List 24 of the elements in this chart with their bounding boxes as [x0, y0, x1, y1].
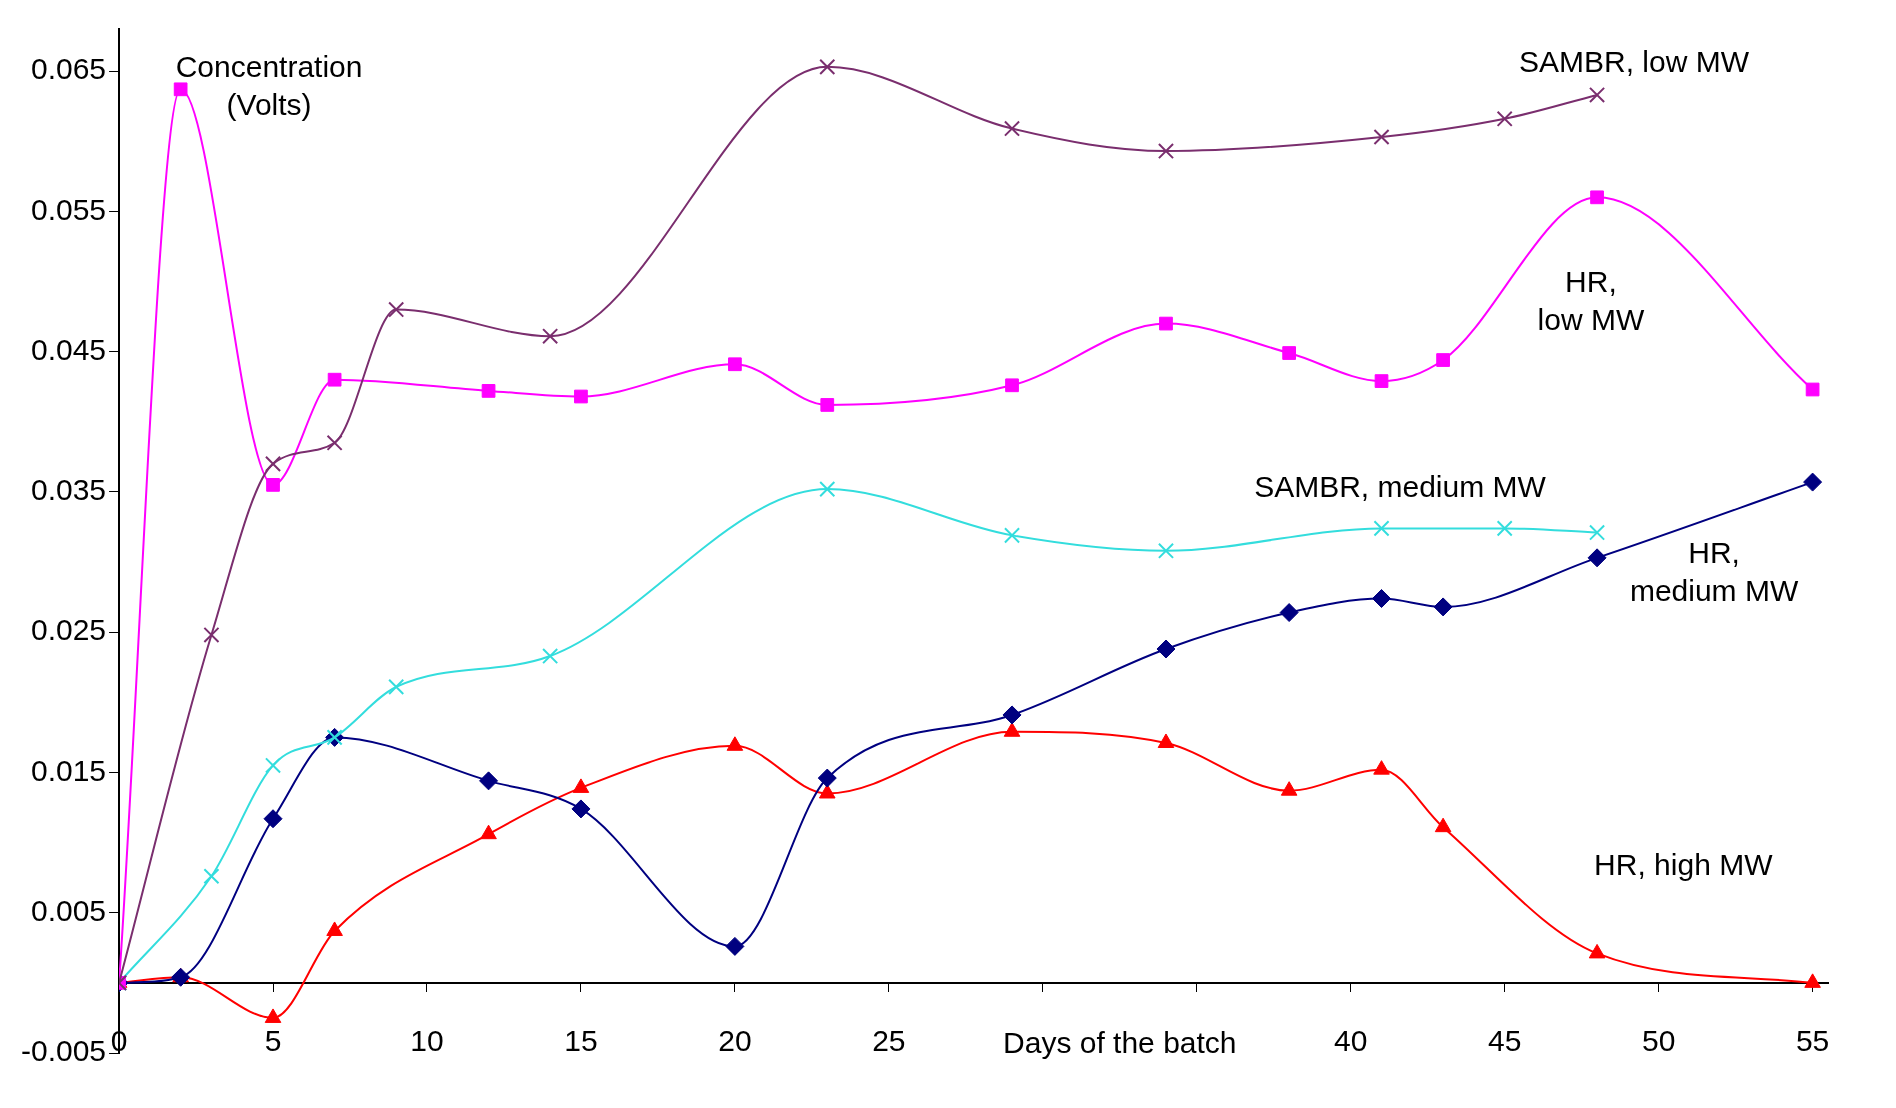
y-tick-label: 0.005 — [30, 893, 107, 927]
x-tick-label: 15 — [564, 1024, 598, 1058]
x-tick-label: 55 — [1795, 1024, 1830, 1058]
x-tick-label: 5 — [264, 1024, 282, 1058]
y-tick-label: 0.055 — [30, 192, 107, 226]
x-tick-label: 45 — [1488, 1024, 1522, 1058]
y-tick-label: 0.025 — [30, 613, 107, 647]
x-tick-label: 10 — [410, 1024, 444, 1058]
series-label: HR, medium MW — [1629, 535, 1799, 607]
y-tick-label: 0.035 — [30, 473, 107, 507]
series-label: SAMBR, low MW — [1519, 45, 1750, 79]
y-tick-label: 0.015 — [30, 753, 107, 787]
x-tick-label: 20 — [718, 1024, 752, 1058]
y-tick-label: -0.005 — [20, 1034, 107, 1068]
x-tick-label: 50 — [1641, 1024, 1676, 1058]
text: HR, high MW — [1594, 847, 1774, 881]
y-tick-label: 0.065 — [30, 52, 107, 86]
x-axis-title: Days of the batch — [1003, 1026, 1237, 1060]
series-label: HR, low MW — [1537, 264, 1645, 336]
annotation: Concentration (Volts) — [175, 50, 363, 122]
y-tick-label: 0.045 — [30, 332, 107, 366]
x-tick-label: 25 — [872, 1024, 906, 1058]
series-label: SAMBR, medium MW — [1254, 470, 1547, 504]
x-tick-label: 40 — [1334, 1024, 1368, 1058]
